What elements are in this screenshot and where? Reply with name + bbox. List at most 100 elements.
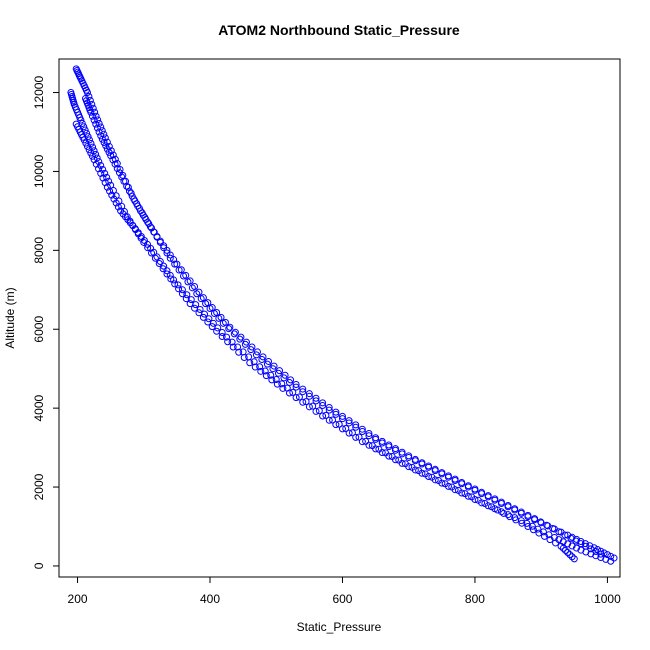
data-point [305, 392, 313, 400]
data-point [488, 503, 496, 511]
data-point [528, 522, 536, 530]
data-point [108, 191, 116, 199]
data-point [468, 493, 476, 501]
data-point [494, 506, 502, 514]
data-point [251, 363, 259, 371]
data-point [183, 291, 191, 299]
data-point [358, 427, 366, 435]
data-point [103, 138, 111, 146]
data-point [94, 116, 102, 124]
data-point [358, 438, 366, 446]
data-point [87, 149, 95, 157]
data-point [375, 445, 383, 453]
data-point [491, 495, 499, 503]
data-point [177, 266, 185, 274]
data-point [537, 518, 545, 526]
data-point [159, 265, 167, 273]
data-point [348, 429, 356, 437]
data-point [250, 358, 258, 366]
y-tick-label: 0 [32, 562, 46, 569]
data-point [524, 523, 532, 530]
data-point [395, 456, 403, 464]
data-point [182, 295, 190, 303]
data-point [229, 343, 237, 351]
data-point [103, 183, 111, 191]
data-point [228, 338, 236, 346]
data-point [112, 199, 120, 207]
data-point [77, 116, 85, 124]
data-point [448, 483, 456, 491]
x-axis-label: Static_Pressure [297, 620, 382, 634]
data-point [235, 348, 243, 356]
data-point [312, 407, 320, 415]
data-point [97, 123, 105, 131]
data-point [278, 380, 286, 388]
data-point [332, 410, 340, 418]
data-point [209, 319, 217, 327]
data-point [163, 270, 171, 278]
data-point [83, 142, 91, 150]
data-point [160, 262, 168, 270]
data-point [299, 398, 307, 406]
data-point [319, 399, 327, 407]
data-point [160, 242, 168, 250]
data-point [545, 531, 553, 539]
data-point [315, 407, 323, 415]
y-tick-label: 8000 [32, 237, 46, 264]
data-point [175, 285, 183, 293]
data-point [481, 499, 489, 507]
data-point [239, 348, 247, 356]
data-point [127, 189, 135, 197]
data-point [256, 363, 264, 371]
data-point [504, 511, 512, 519]
data-point [289, 388, 297, 396]
data-point [518, 519, 526, 527]
y-axis-label: Altitude (m) [3, 287, 17, 348]
data-point [385, 441, 393, 449]
data-point [471, 485, 479, 493]
data-point [182, 271, 190, 279]
data-point [438, 469, 446, 477]
data-point [92, 120, 100, 128]
data-point [273, 380, 281, 388]
x-tick-label: 200 [68, 592, 88, 606]
data-point [497, 508, 505, 516]
y-tick-label: 4000 [32, 394, 46, 421]
data-point [276, 367, 284, 375]
data-point [193, 290, 201, 298]
data-point [511, 505, 519, 513]
data-point [302, 398, 310, 406]
data-point [153, 253, 161, 261]
data-point [92, 112, 100, 120]
data-point [178, 286, 186, 294]
data-point [335, 420, 343, 428]
data-point [109, 187, 117, 195]
data-point [573, 544, 581, 552]
data-point [292, 394, 300, 402]
data-point [458, 478, 466, 486]
data-point [224, 338, 232, 346]
y-tick-label: 6000 [32, 316, 46, 343]
data-point [191, 283, 199, 290]
data-point [292, 380, 300, 388]
data-point [115, 169, 123, 177]
data-point [217, 313, 225, 321]
data-point [187, 296, 195, 304]
data-point [163, 267, 171, 275]
data-point [549, 524, 557, 532]
data-point [100, 139, 108, 147]
data-point [218, 332, 226, 340]
data-point [418, 459, 426, 467]
data-point [504, 501, 512, 509]
data-point [593, 546, 601, 554]
data-point [382, 449, 390, 457]
data-point [111, 160, 119, 168]
data-point [352, 423, 360, 431]
y-tick-label: 2000 [32, 473, 46, 500]
data-point [555, 528, 563, 536]
data-point [95, 128, 103, 136]
data-point [230, 330, 238, 338]
data-point [401, 460, 409, 468]
data-point [186, 277, 194, 285]
data-point [368, 442, 376, 450]
